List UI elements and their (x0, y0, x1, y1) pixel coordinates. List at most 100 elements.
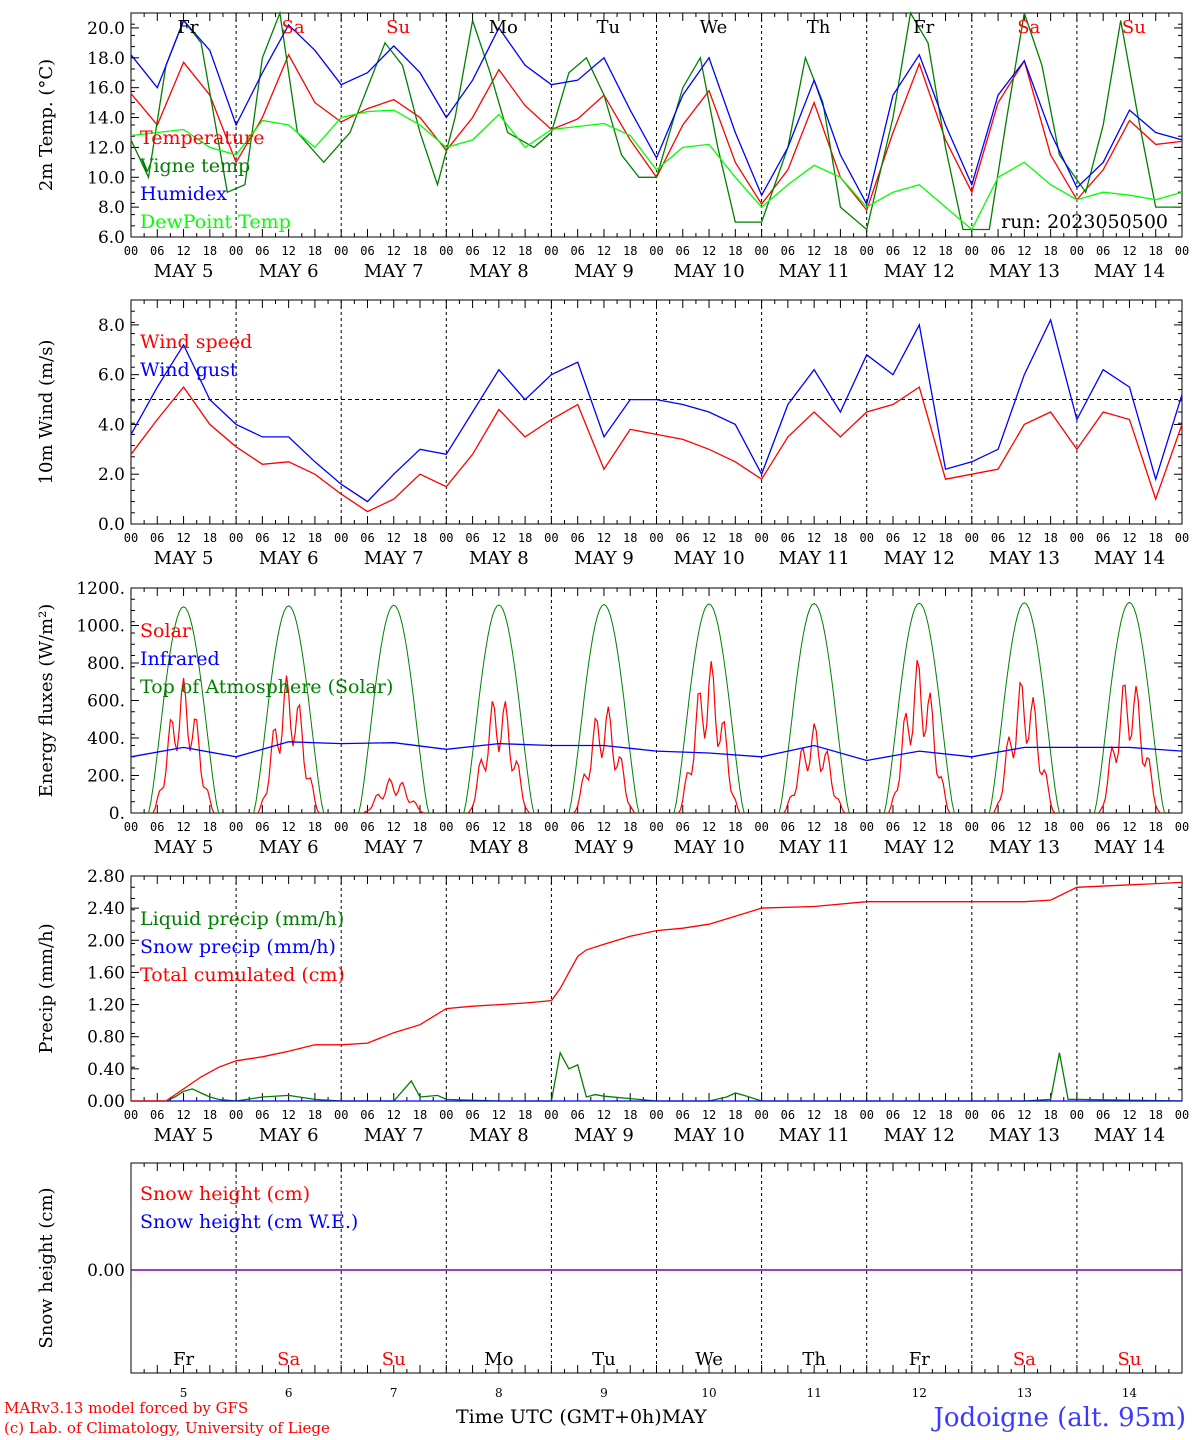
temperature-panel-hour-label: 18 (1043, 244, 1057, 258)
precip-panel-hour-label: 00 (965, 1108, 979, 1122)
wind-legend-0: Wind speed (140, 331, 252, 353)
precip-panel-ytick-label: 1.20 (87, 996, 125, 1016)
wind-panel-date-label: MAY 12 (884, 548, 955, 569)
temperature-panel-hour-label: 06 (465, 244, 479, 258)
wind-panel-date-label: MAY 13 (989, 548, 1060, 569)
wind-panel-hour-label: 18 (938, 531, 952, 545)
temperature-legend-1: Vigne temp (139, 155, 250, 177)
energy-panel-ylabel: Energy fluxes (W/m²) (36, 604, 57, 798)
solar-curve (677, 661, 741, 814)
energy-panel-hour-label: 18 (623, 820, 637, 834)
precip-panel-hour-label: 00 (649, 1108, 663, 1122)
temperature-panel-hour-label: 00 (649, 244, 663, 258)
precip-panel-hour-label: 18 (1148, 1108, 1162, 1122)
wind-panel-hour-label: 00 (859, 531, 873, 545)
toa-solar-curve (253, 605, 325, 814)
energy-panel-hour-label: 00 (229, 820, 243, 834)
energy-legend-2: Top of Atmosphere (Solar) (140, 676, 393, 698)
energy-panel-hour-label: 18 (1148, 820, 1162, 834)
energy-panel-hour-label: 00 (754, 820, 768, 834)
wind-series-0 (130, 386, 1183, 513)
precip-panel-date-label: MAY 5 (154, 1125, 214, 1146)
precip-panel-hour-label: 12 (387, 1108, 401, 1122)
energy-panel-hour-label: 06 (150, 820, 164, 834)
temperature-weekday-label: Tu (597, 17, 621, 38)
wind-panel-hour-label: 12 (702, 531, 716, 545)
snow-weekday-label: Sa (277, 1349, 300, 1370)
wind-panel-hour-label: 18 (623, 531, 637, 545)
day-number-label: 10 (701, 1386, 716, 1400)
solar-curve (467, 701, 530, 814)
precip-panel-date-label: MAY 14 (1094, 1125, 1165, 1146)
temperature-panel-hour-label: 06 (360, 244, 374, 258)
temperature-panel-hour-label: 12 (387, 244, 401, 258)
temperature-weekday-label: Sa (281, 17, 304, 38)
temperature-panel-hour-label: 06 (886, 244, 900, 258)
temperature-panel-hour-label: 12 (281, 244, 295, 258)
energy-panel-date-label: MAY 9 (574, 837, 634, 858)
temperature-panel-hour-label: 06 (676, 244, 690, 258)
temperature-panel-hour-label: 18 (728, 244, 742, 258)
temperature-panel-hour-label: 18 (308, 244, 322, 258)
temperature-panel-hour-label: 00 (859, 244, 873, 258)
precip-panel-hour-label: 00 (229, 1108, 243, 1122)
wind-panel-hour-label: 00 (1070, 531, 1084, 545)
energy-panel-hour-label: 06 (1096, 820, 1110, 834)
precip-panel-hour-label: 18 (308, 1108, 322, 1122)
wind-panel-ytick-label: 6.0 (98, 366, 125, 386)
temperature-weekday-label: We (700, 17, 728, 38)
day-number-label: 9 (600, 1386, 608, 1400)
solar-curve (1098, 684, 1161, 814)
energy-panel-date-label: MAY 10 (673, 837, 744, 858)
energy-panel-hour-label: 18 (833, 820, 847, 834)
energy-panel-date-label: MAY 7 (364, 837, 424, 858)
temperature-panel-hour-label: 06 (570, 244, 584, 258)
energy-legend-1: Infrared (140, 648, 220, 670)
wind-panel-hour-label: 18 (413, 531, 427, 545)
temperature-panel-hour-label: 06 (991, 244, 1005, 258)
wind-legend-1: Wind gust (140, 359, 238, 381)
energy-panel-hour-label: 06 (465, 820, 479, 834)
precip-panel-date-label: MAY 8 (469, 1125, 529, 1146)
wind-panel-hour-label: 18 (728, 531, 742, 545)
wind-panel-hour-label: 12 (807, 531, 821, 545)
energy-panel-hour-label: 06 (886, 820, 900, 834)
energy-panel-hour-label: 18 (203, 820, 217, 834)
day-number-label: 6 (285, 1386, 293, 1400)
temperature-weekday-label: Th (807, 17, 831, 38)
wind-panel-hour-label: 12 (1017, 531, 1031, 545)
day-number-label: 7 (390, 1386, 398, 1400)
energy-panel-hour-label: 00 (334, 820, 348, 834)
precip-panel-hour-label: 00 (334, 1108, 348, 1122)
temperature-panel-hour-label: 06 (150, 244, 164, 258)
wind-series-1 (130, 318, 1183, 503)
day-number-label: 13 (1017, 1386, 1032, 1400)
temperature-panel-hour-label: 18 (1148, 244, 1162, 258)
precip-panel-ytick-label: 0.40 (87, 1060, 125, 1080)
precip-panel-hour-label: 18 (623, 1108, 637, 1122)
temperature-panel-hour-label: 00 (965, 244, 979, 258)
temperature-panel-hour-label: 12 (1017, 244, 1031, 258)
temperature-panel-hour-label: 12 (807, 244, 821, 258)
wind-panel-hour-label: 06 (360, 531, 374, 545)
wind-panel-date-label: MAY 8 (469, 548, 529, 569)
wind-panel-hour-label: 12 (387, 531, 401, 545)
wind-panel-hour-label: 00 (754, 531, 768, 545)
energy-panel-hour-label: 00 (124, 820, 138, 834)
temperature-series-3 (130, 109, 1183, 231)
temperature-panel-hour-label: 12 (176, 244, 190, 258)
day-number-label: 8 (495, 1386, 503, 1400)
temperature-panel-hour-label: 12 (912, 244, 926, 258)
wind-panel-hour-label: 00 (334, 531, 348, 545)
energy-panel-hour-label: 12 (807, 820, 821, 834)
energy-panel-hour-label: 00 (649, 820, 663, 834)
precip-panel-hour-label: 18 (203, 1108, 217, 1122)
precip-legend-0: Liquid precip (mm/h) (140, 908, 344, 930)
energy-panel-ytick-label: 600. (87, 692, 125, 712)
wind-panel-hour-label: 00 (649, 531, 663, 545)
temperature-panel-ytick-label: 6.0 (98, 228, 125, 248)
wind-panel-hour-label: 00 (544, 531, 558, 545)
precip-panel-hour-label: 06 (570, 1108, 584, 1122)
wind-panel-hour-label: 00 (124, 531, 138, 545)
temperature-panel-hour-label: 00 (439, 244, 453, 258)
